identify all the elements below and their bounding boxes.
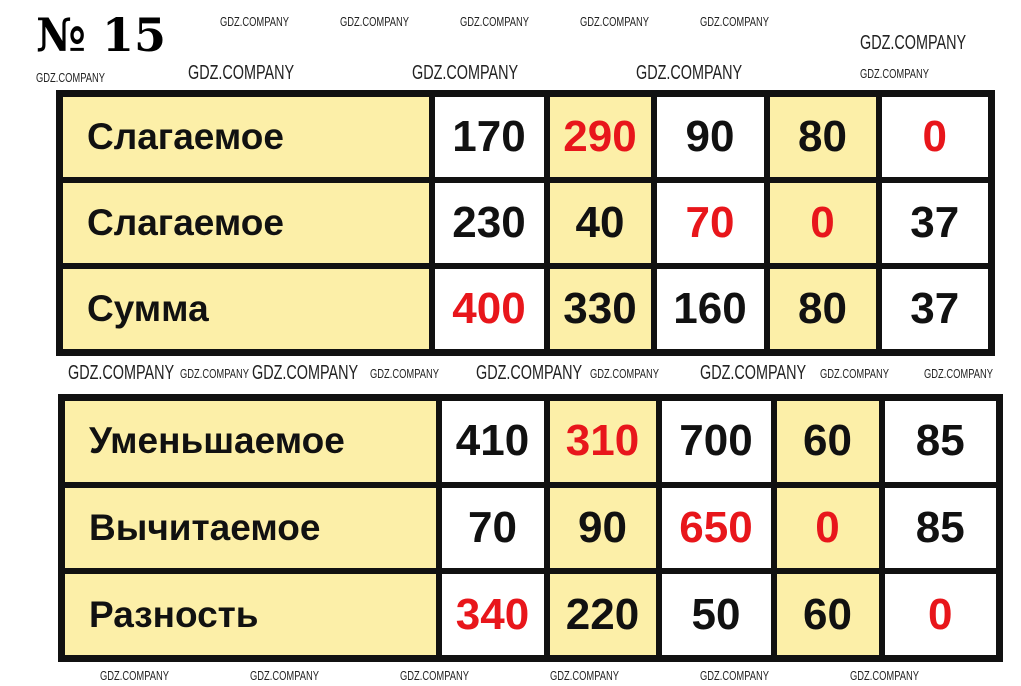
watermark: GDZ.COMPANY (636, 62, 743, 84)
answer-cell: 70 (650, 177, 770, 269)
value-cell: 90 (650, 90, 770, 184)
row-label: Сумма (56, 262, 435, 356)
answer-cell: 400 (428, 262, 550, 356)
watermark: GDZ.COMPANY (700, 14, 769, 29)
value-cell: 37 (875, 177, 995, 269)
row-label: Слагаемое (56, 177, 435, 269)
watermark: GDZ.COMPANY (700, 668, 769, 683)
value-cell: 85 (878, 394, 1003, 488)
value-cell: 220 (543, 568, 662, 662)
value-cell: 80 (763, 262, 882, 356)
answer-cell: 0 (763, 177, 882, 269)
answer-cell: 0 (878, 568, 1003, 662)
value-cell: 60 (770, 394, 885, 488)
watermark: GDZ.COMPANY (370, 366, 439, 381)
subtraction-table: Уменьшаемое 410 310 700 60 85 Вычитаемое 70 90 65… (58, 394, 1003, 662)
watermark: GDZ.COMPANY (36, 70, 105, 85)
watermark: GDZ.COMPANY (850, 668, 919, 683)
value-cell: 330 (543, 262, 657, 356)
table-row: Разность 340 220 50 60 0 (58, 568, 1003, 662)
watermark: GDZ.COMPANY (860, 32, 967, 54)
watermark: GDZ.COMPANY (860, 66, 929, 81)
table-row: Слагаемое 230 40 70 0 37 (56, 177, 995, 269)
value-cell: 700 (655, 394, 777, 488)
value-cell: 70 (435, 481, 550, 575)
row-label: Разность (58, 568, 442, 662)
value-cell: 410 (435, 394, 550, 488)
watermark: GDZ.COMPANY (68, 362, 175, 384)
answer-cell: 340 (435, 568, 550, 662)
watermark: GDZ.COMPANY (820, 366, 889, 381)
value-cell: 60 (770, 568, 885, 662)
value-cell: 85 (878, 481, 1003, 575)
answer-cell: 0 (875, 90, 995, 184)
value-cell: 160 (650, 262, 770, 356)
value-cell: 37 (875, 262, 995, 356)
watermark: GDZ.COMPANY (180, 366, 249, 381)
answer-cell: 0 (770, 481, 885, 575)
exercise-number: № 15 (36, 8, 167, 62)
value-cell: 80 (763, 90, 882, 184)
watermark: GDZ.COMPANY (252, 362, 359, 384)
answer-cell: 310 (543, 394, 662, 488)
row-label: Вычитаемое (58, 481, 442, 575)
watermark: GDZ.COMPANY (580, 14, 649, 29)
value-cell: 40 (543, 177, 657, 269)
watermark: GDZ.COMPANY (400, 668, 469, 683)
value-cell: 170 (428, 90, 550, 184)
row-label: Слагаемое (56, 90, 435, 184)
watermark: GDZ.COMPANY (924, 366, 993, 381)
watermark: GDZ.COMPANY (220, 14, 289, 29)
watermark: GDZ.COMPANY (590, 366, 659, 381)
answer-cell: 650 (655, 481, 777, 575)
watermark: GDZ.COMPANY (100, 668, 169, 683)
value-cell: 50 (655, 568, 777, 662)
answer-cell: 290 (543, 90, 657, 184)
watermark: GDZ.COMPANY (188, 62, 295, 84)
row-label: Уменьшаемое (58, 394, 442, 488)
watermark: GDZ.COMPANY (476, 362, 583, 384)
watermark: GDZ.COMPANY (550, 668, 619, 683)
watermark: GDZ.COMPANY (250, 668, 319, 683)
table-row: Слагаемое 170 290 90 80 0 (56, 90, 995, 184)
table-row: Уменьшаемое 410 310 700 60 85 (58, 394, 1003, 488)
value-cell: 90 (543, 481, 662, 575)
watermark: GDZ.COMPANY (700, 362, 807, 384)
watermark: GDZ.COMPANY (412, 62, 519, 84)
table-row: Сумма 400 330 160 80 37 (56, 262, 995, 356)
value-cell: 230 (428, 177, 550, 269)
addition-table: Слагаемое 170 290 90 80 0 Слагаемое 230 40 70 0 37 С… (56, 90, 995, 356)
table-row: Вычитаемое 70 90 650 0 85 (58, 481, 1003, 575)
watermark: GDZ.COMPANY (340, 14, 409, 29)
watermark: GDZ.COMPANY (460, 14, 529, 29)
